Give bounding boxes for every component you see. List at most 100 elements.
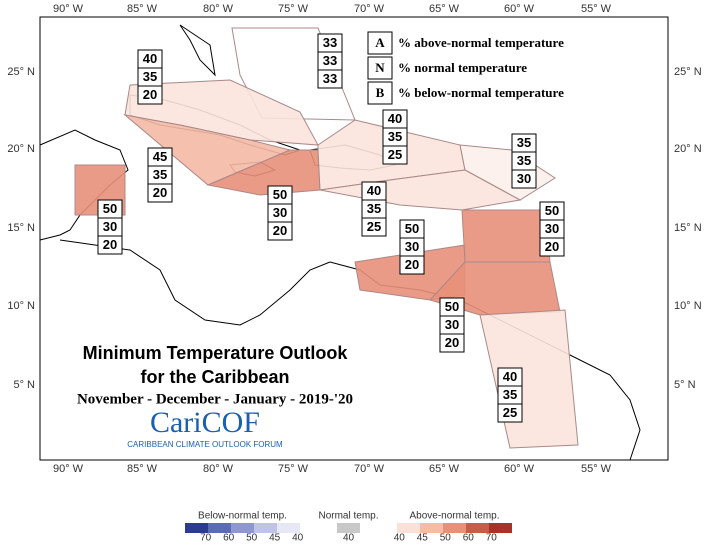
prob-value: 20 — [405, 257, 419, 272]
prob-value: 33 — [323, 35, 337, 50]
lon-label: 55° W — [581, 463, 612, 475]
colorbar-swatch — [443, 523, 466, 533]
lon-label: 75° W — [278, 3, 309, 15]
prob-value: 35 — [143, 69, 157, 84]
prob-value: 50 — [103, 201, 117, 216]
prob-box — [439, 333, 465, 353]
key-box — [367, 81, 393, 105]
prob-value: 33 — [323, 53, 337, 68]
prob-value: 30 — [517, 171, 531, 186]
prob-box — [137, 85, 163, 105]
logo: CariCOF — [150, 406, 260, 439]
prob-value: 25 — [503, 405, 517, 420]
colorbar-swatch — [489, 523, 512, 533]
colorbar-swatch — [254, 523, 277, 533]
key-box — [367, 56, 393, 80]
colorbar-label: Above-normal temp. — [409, 511, 499, 522]
lon-label: 80° W — [203, 3, 234, 15]
prob-box — [539, 237, 565, 257]
colorbar-swatch — [231, 523, 254, 533]
prob-value: 35 — [388, 129, 402, 144]
lat-label: 5° N — [13, 379, 35, 391]
lon-label: 85° W — [127, 463, 158, 475]
prob-value: 20 — [143, 87, 157, 102]
lon-label: 60° W — [504, 3, 535, 15]
colorbar-swatch — [397, 523, 420, 533]
lon-label: 75° W — [278, 463, 309, 475]
lon-label: 80° W — [203, 463, 234, 475]
lon-label: 55° W — [581, 3, 612, 15]
lat-label: 25° N — [7, 66, 35, 78]
prob-box — [317, 69, 343, 89]
subtitle: November - December - January - 2019-'20 — [77, 391, 353, 407]
prob-box — [497, 403, 523, 423]
lat-label: 25° N — [674, 66, 702, 78]
colorbar-swatch — [277, 523, 300, 533]
prob-box — [382, 145, 408, 165]
outlook-region — [461, 209, 551, 263]
colorbar-label: Normal temp. — [318, 511, 378, 522]
lon-label: 90° W — [53, 3, 84, 15]
prob-value: 35 — [153, 167, 167, 182]
prob-box — [361, 217, 387, 237]
lon-label: 70° W — [354, 3, 385, 15]
lon-label: 70° W — [354, 463, 385, 475]
outlook-key: A N B % above-normal temperature % norma… — [367, 31, 564, 105]
prob-value: 40 — [367, 183, 381, 198]
lat-label: 10° N — [7, 300, 35, 312]
prob-value: 35 — [517, 153, 531, 168]
key-letter: N — [375, 60, 385, 75]
colorbar-tick: 50 — [440, 533, 452, 542]
prob-value: 20 — [545, 239, 559, 254]
prob-value: 20 — [445, 335, 459, 350]
key-letter: A — [375, 35, 385, 50]
key-text: % above-normal temperature — [398, 35, 564, 50]
colorbar-swatch — [337, 523, 360, 533]
colorbar-swatch — [420, 523, 443, 533]
prob-box — [511, 169, 537, 189]
colorbar-tick: 60 — [223, 533, 235, 542]
colorbar-swatch — [208, 523, 231, 533]
prob-box — [399, 255, 425, 275]
title: Minimum Temperature Outlook — [83, 343, 349, 363]
lon-label: 90° W — [53, 463, 84, 475]
colorbar-tick: 70 — [486, 533, 498, 542]
lat-label: 5° N — [674, 379, 696, 391]
prob-value: 33 — [323, 71, 337, 86]
colorbar-swatch — [185, 523, 208, 533]
lon-label: 65° W — [429, 463, 460, 475]
logo-tagline: CARIBBEAN CLIMATE OUTLOOK FORUM — [127, 440, 283, 449]
prob-value: 40 — [503, 369, 517, 384]
outlook-region — [319, 169, 522, 211]
prob-value: 30 — [405, 239, 419, 254]
lat-label: 15° N — [7, 222, 35, 234]
prob-value: 40 — [143, 51, 157, 66]
prob-box — [267, 221, 293, 241]
prob-value: 35 — [503, 387, 517, 402]
colorbar-tick: 50 — [246, 533, 258, 542]
lat-label: 20° N — [7, 143, 35, 155]
prob-box — [97, 235, 123, 255]
colorbar-tick: 40 — [394, 533, 406, 542]
key-letter: B — [376, 85, 385, 100]
colorbar-label: Below-normal temp. — [198, 511, 287, 522]
colorbar-tick: 60 — [463, 533, 475, 542]
colorbar-tick: 40 — [343, 533, 355, 542]
prob-value: 50 — [405, 221, 419, 236]
lon-label: 60° W — [504, 463, 535, 475]
colorbar-tick: 45 — [417, 533, 429, 542]
prob-value: 20 — [103, 237, 117, 252]
lon-label: 85° W — [127, 3, 158, 15]
key-box — [367, 31, 393, 55]
prob-value: 50 — [545, 203, 559, 218]
lon-label: 65° W — [429, 3, 460, 15]
key-text: % below-normal temperature — [398, 85, 564, 100]
colorbar-swatch — [466, 523, 489, 533]
prob-box — [147, 183, 173, 203]
prob-value: 20 — [153, 185, 167, 200]
prob-value: 30 — [445, 317, 459, 332]
lat-label: 10° N — [674, 300, 702, 312]
prob-value: 30 — [545, 221, 559, 236]
prob-value: 40 — [388, 111, 402, 126]
